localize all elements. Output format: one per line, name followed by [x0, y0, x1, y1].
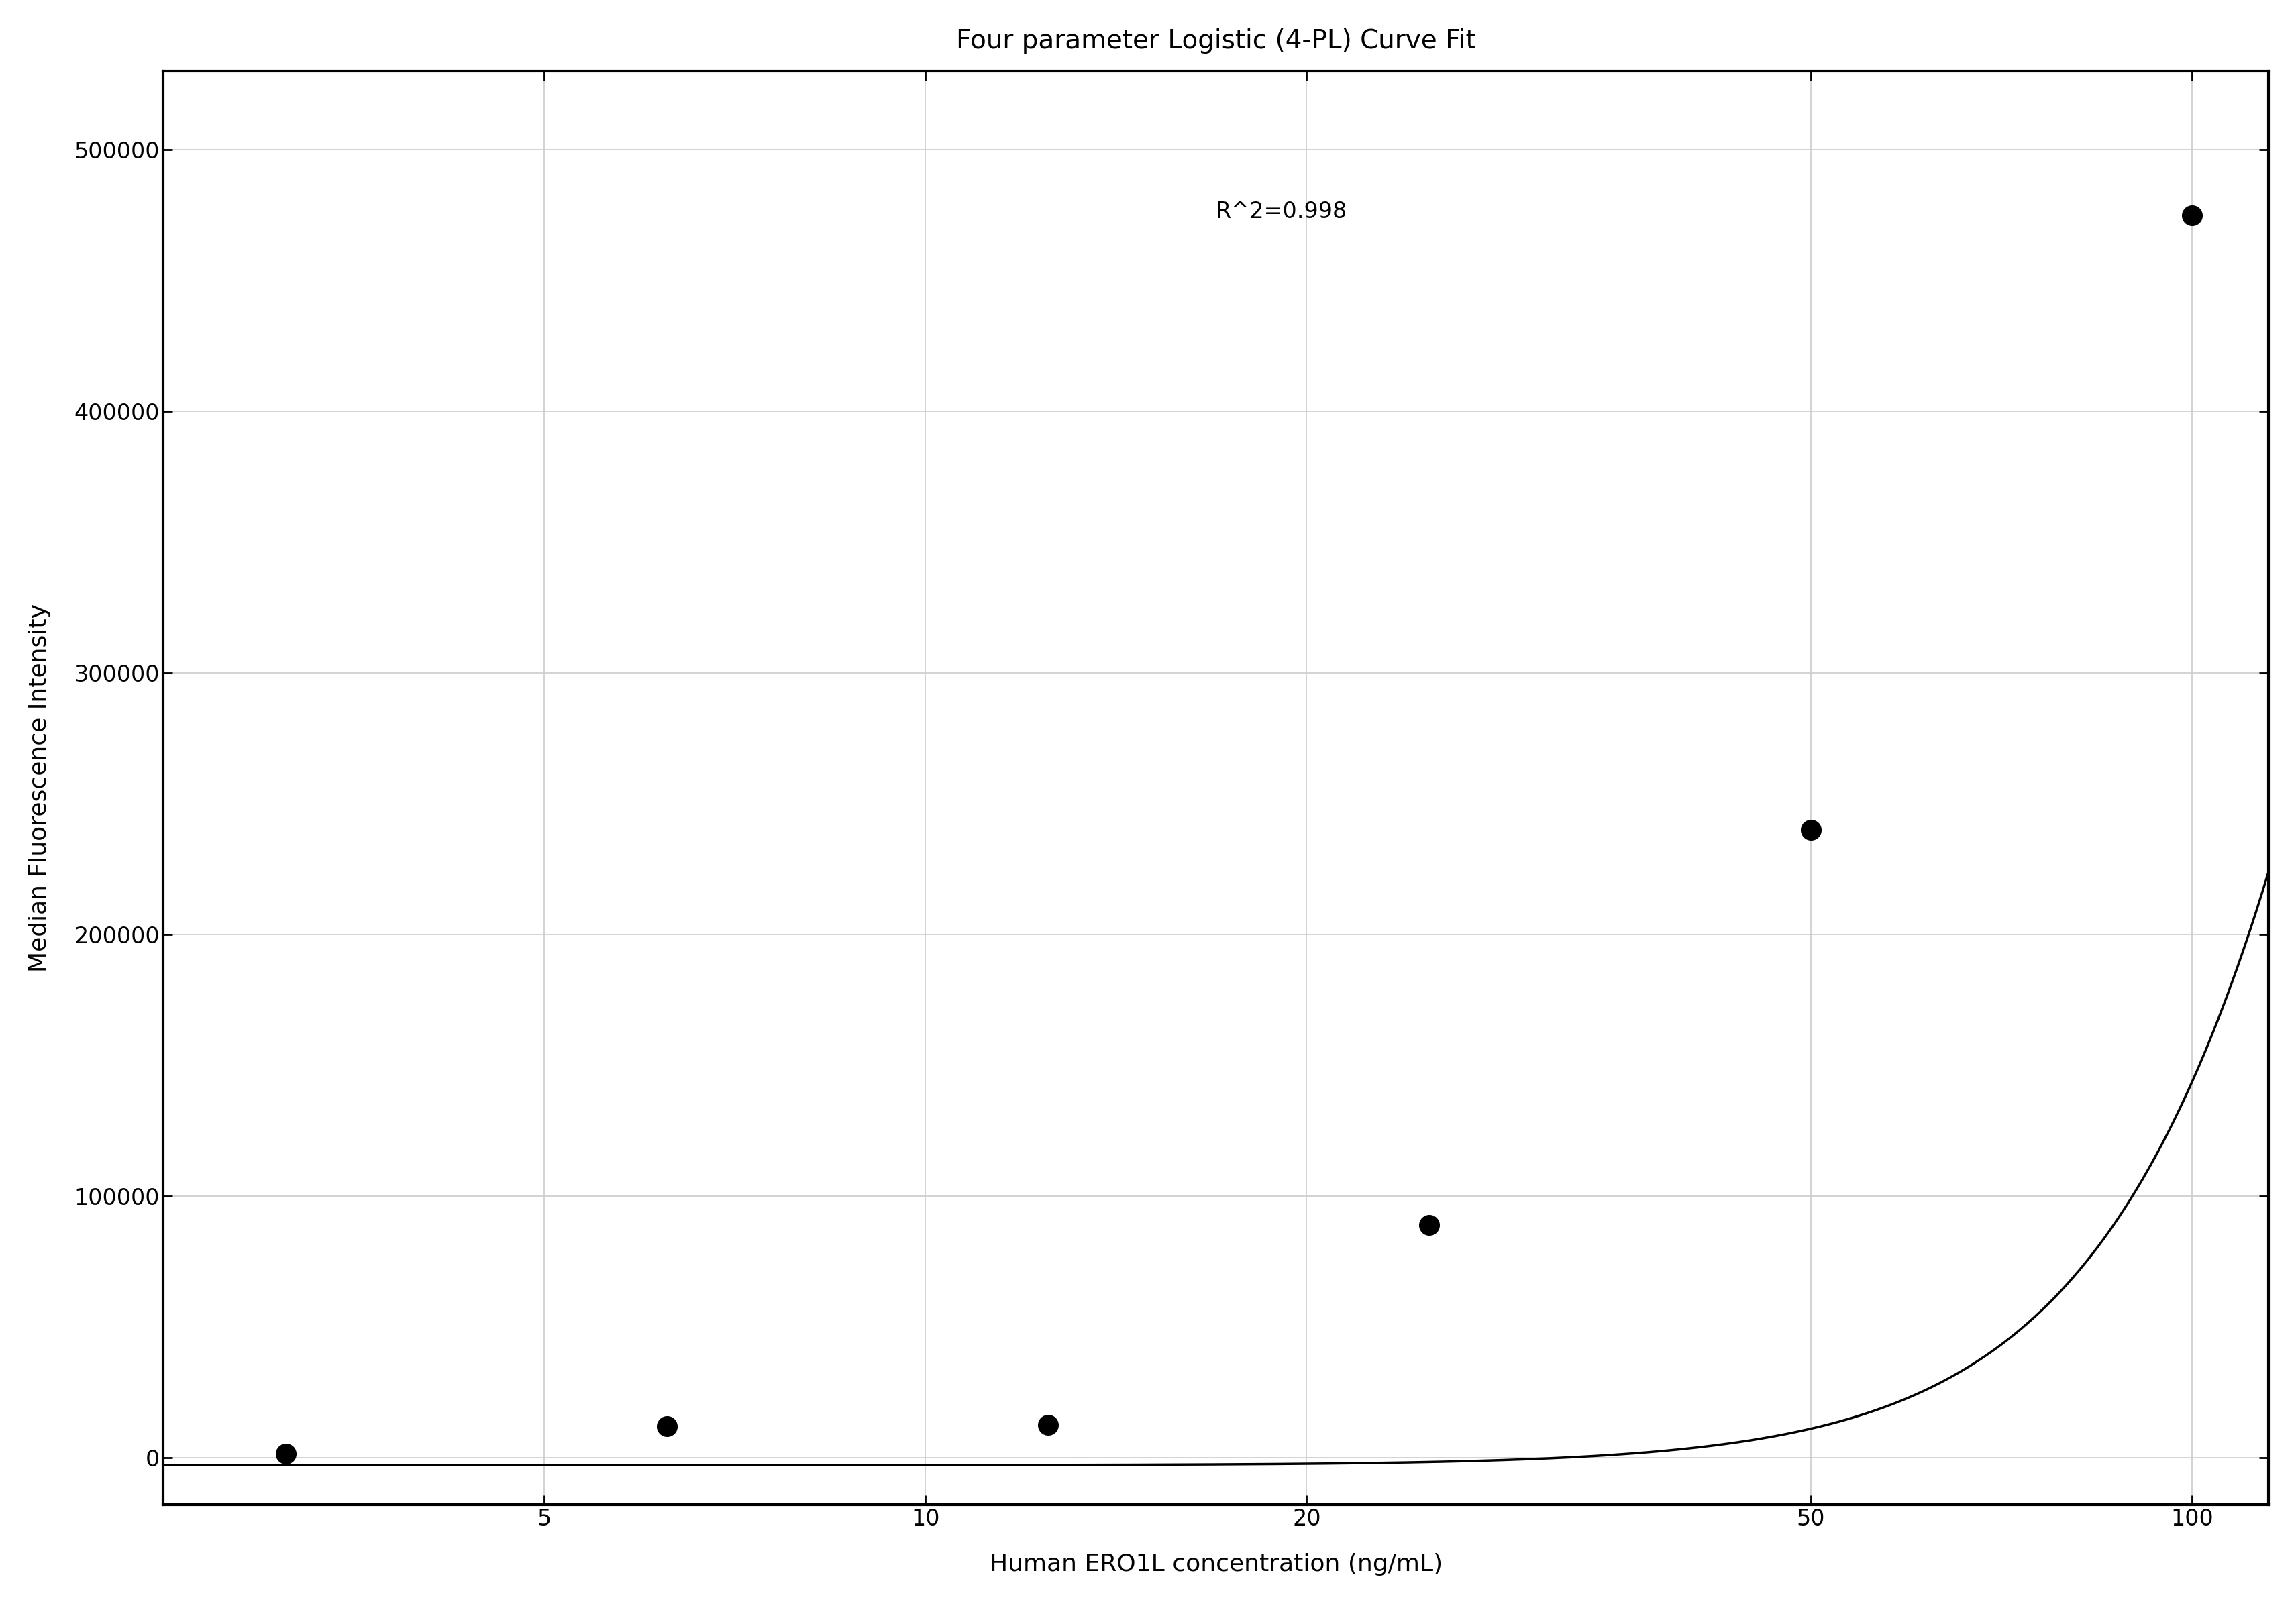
Point: [1791, 816, 1828, 842]
Point: [647, 1413, 684, 1439]
Title: Four parameter Logistic (4-PL) Curve Fit: Four parameter Logistic (4-PL) Curve Fit: [955, 27, 1476, 53]
Point: [2172, 202, 2209, 228]
X-axis label: Human ERO1L concentration (ng/mL): Human ERO1L concentration (ng/mL): [990, 1553, 1442, 1577]
Point: [266, 1440, 303, 1466]
Text: R^2=0.998: R^2=0.998: [1215, 200, 1348, 223]
Point: [1029, 1412, 1065, 1437]
Point: [1410, 1213, 1446, 1238]
Y-axis label: Median Fluorescence Intensity: Median Fluorescence Intensity: [28, 603, 51, 972]
